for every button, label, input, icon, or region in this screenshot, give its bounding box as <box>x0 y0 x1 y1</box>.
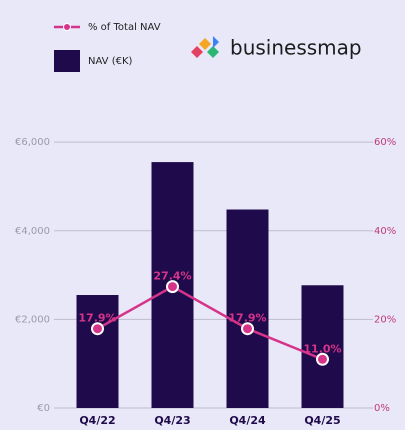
y-tick-label: €2,000 <box>15 314 50 325</box>
legend-label: NAV (€K) <box>88 56 133 67</box>
point <box>316 352 329 366</box>
data-label: 17.9% <box>228 312 266 325</box>
x-tick-label: Q4/24 <box>229 414 266 427</box>
logo-text: businessmap <box>230 36 362 60</box>
point <box>166 280 179 294</box>
x-tick-label: Q4/23 <box>154 414 190 427</box>
bar <box>226 209 269 408</box>
y-tick-label: €4,000 <box>15 226 50 237</box>
data-label: 27.4% <box>153 270 191 283</box>
y2-tick-label: 60% <box>374 137 396 148</box>
y2-tick-label: 20% <box>374 314 396 325</box>
data-label: 17.9% <box>78 312 116 325</box>
y2-tick-label: 0% <box>374 403 390 414</box>
y-tick-label: €0 <box>37 403 50 414</box>
point <box>91 322 104 336</box>
x-tick-label: Q4/25 <box>304 414 340 427</box>
legend-marker <box>63 23 71 31</box>
y-tick-label: €6,000 <box>15 137 50 148</box>
bar <box>76 295 119 408</box>
logo-icon <box>191 36 219 58</box>
x-tick-label: Q4/22 <box>79 414 115 427</box>
legend-swatch <box>54 50 80 72</box>
legend-label: % of Total NAV <box>88 22 161 33</box>
bar <box>301 285 344 408</box>
point <box>241 322 254 336</box>
line <box>96 285 323 361</box>
data-label: 11.0% <box>303 342 341 355</box>
y2-tick-label: 40% <box>374 226 396 237</box>
